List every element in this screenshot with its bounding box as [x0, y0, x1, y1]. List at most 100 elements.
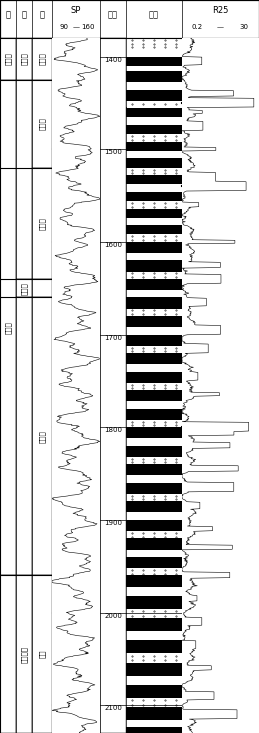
Bar — [126, 192, 182, 201]
Bar — [126, 83, 182, 90]
Bar — [16, 298, 32, 575]
Bar — [126, 557, 182, 568]
Bar — [126, 427, 182, 438]
Bar — [126, 141, 182, 151]
Bar — [126, 550, 182, 557]
Bar — [126, 185, 182, 192]
Text: R25: R25 — [212, 6, 229, 15]
Bar — [126, 90, 182, 101]
Bar — [126, 66, 182, 71]
Text: 160: 160 — [81, 24, 95, 30]
Bar — [32, 575, 52, 733]
Bar — [32, 298, 52, 575]
Bar — [32, 279, 52, 298]
Text: 1900: 1900 — [104, 520, 122, 526]
Bar — [126, 401, 182, 409]
Bar — [126, 539, 182, 550]
Bar — [126, 727, 182, 733]
Bar — [126, 108, 182, 117]
Text: 2100: 2100 — [104, 705, 122, 711]
Bar — [126, 641, 182, 653]
Bar — [126, 271, 182, 279]
Bar — [126, 596, 182, 609]
Bar — [126, 101, 182, 108]
Bar — [126, 242, 182, 253]
Bar — [126, 653, 182, 663]
Text: 深度: 深度 — [108, 10, 118, 19]
Bar — [126, 290, 182, 298]
Bar — [126, 618, 182, 631]
Bar — [126, 38, 182, 49]
Bar — [126, 586, 182, 596]
Bar — [126, 298, 182, 309]
Bar — [126, 663, 182, 676]
Text: 沙段: 沙段 — [39, 650, 45, 658]
Text: 沙河街组: 沙河街组 — [21, 646, 27, 663]
Text: SP: SP — [71, 6, 81, 15]
Bar — [126, 208, 182, 218]
Bar — [126, 438, 182, 446]
Bar — [126, 334, 182, 346]
Text: 1400: 1400 — [104, 56, 122, 62]
Bar — [126, 631, 182, 641]
Bar — [0, 575, 16, 733]
Bar — [126, 175, 182, 185]
Bar — [126, 685, 182, 698]
Bar — [126, 609, 182, 618]
Text: 90: 90 — [60, 24, 68, 30]
Bar — [126, 125, 182, 134]
Bar — [126, 327, 182, 334]
Bar — [126, 698, 182, 707]
Bar — [126, 218, 182, 225]
Bar — [126, 225, 182, 235]
Bar — [126, 476, 182, 483]
Bar — [32, 38, 52, 80]
Bar — [126, 253, 182, 260]
Bar — [0, 0, 259, 38]
Text: 馆陶组: 馆陶组 — [21, 53, 27, 65]
Text: 东营组: 东营组 — [21, 281, 27, 295]
Bar — [126, 383, 182, 390]
Bar — [126, 117, 182, 125]
Bar — [126, 49, 182, 56]
Text: —: — — [217, 24, 224, 30]
Bar — [126, 512, 182, 520]
Bar — [126, 346, 182, 353]
Bar — [126, 279, 182, 290]
Text: 1700: 1700 — [104, 334, 122, 341]
Bar — [16, 279, 32, 298]
Bar — [126, 520, 182, 531]
Bar — [126, 260, 182, 271]
Text: 新近系: 新近系 — [5, 53, 11, 65]
Text: 古近系: 古近系 — [5, 321, 11, 334]
Bar — [126, 364, 182, 372]
Bar — [126, 56, 182, 66]
Text: 东三段: 东三段 — [39, 430, 45, 443]
Text: 30: 30 — [239, 24, 248, 30]
Bar — [126, 409, 182, 420]
Bar — [16, 80, 32, 279]
Bar — [32, 80, 52, 168]
Bar — [126, 707, 182, 720]
Text: —: — — [73, 24, 80, 30]
Bar — [126, 353, 182, 364]
Text: 馆下段: 馆下段 — [39, 53, 45, 65]
Text: 0.2: 0.2 — [192, 24, 203, 30]
Text: 系: 系 — [5, 10, 11, 19]
Text: 2000: 2000 — [104, 613, 122, 619]
Bar — [16, 575, 32, 733]
Bar — [126, 501, 182, 512]
Bar — [126, 446, 182, 457]
Text: 1600: 1600 — [104, 242, 122, 248]
Text: 东二段: 东二段 — [39, 217, 45, 229]
Bar — [126, 316, 182, 327]
Text: 岩性: 岩性 — [149, 10, 159, 19]
Text: 1800: 1800 — [104, 427, 122, 433]
Bar — [126, 420, 182, 427]
Bar — [126, 720, 182, 727]
Bar — [126, 531, 182, 539]
Bar — [100, 38, 126, 733]
Bar — [126, 457, 182, 464]
Bar — [126, 464, 182, 476]
Bar — [126, 201, 182, 208]
